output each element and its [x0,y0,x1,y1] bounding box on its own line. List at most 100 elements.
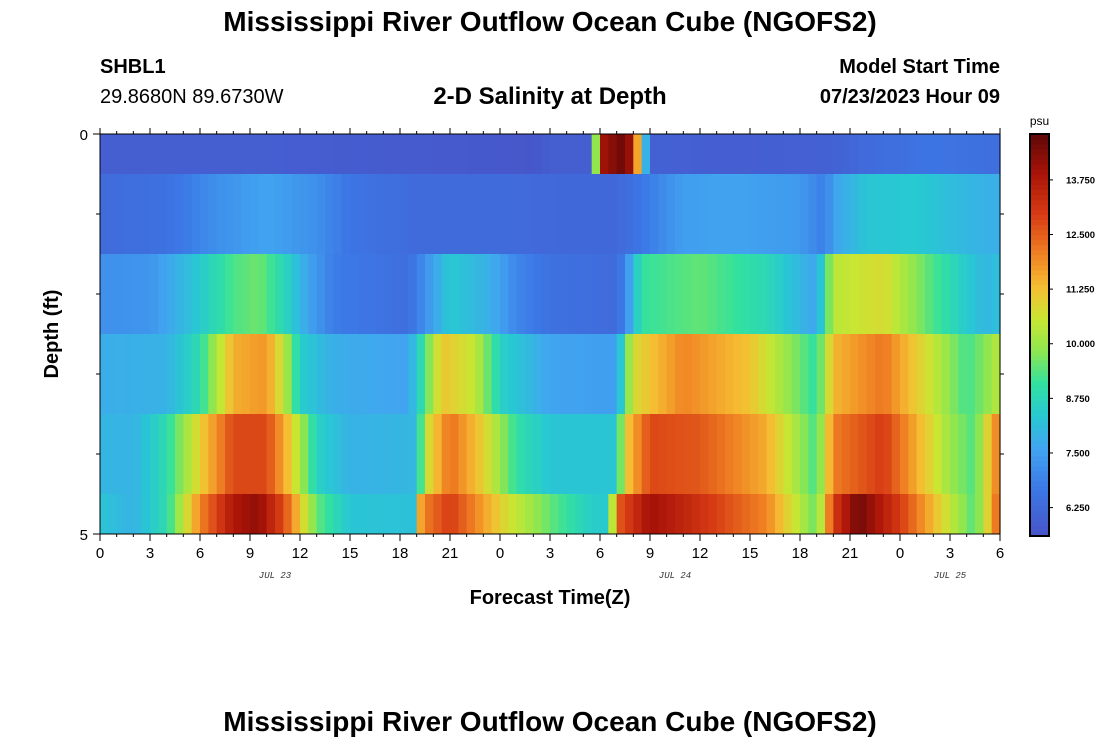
heatmap-cell [525,254,534,334]
colorbar-segment [1030,455,1049,462]
heatmap-cell [150,134,159,174]
heatmap-cell [350,414,359,494]
heatmap-cell [100,334,109,414]
colorbar-segment [1030,400,1049,406]
heatmap-cell [241,334,251,414]
heatmap-cell [683,254,693,334]
heatmap-cell [866,134,876,174]
heatmap-cell [800,494,809,534]
heatmap-cell [225,254,234,334]
heatmap-cell [433,334,443,414]
heatmap-cell [141,254,151,334]
heatmap-cell [225,174,234,254]
heatmap-cell [833,334,843,414]
colorbar-segment [1030,480,1049,487]
heatmap-cell [483,414,493,494]
heatmap-cell [950,494,959,534]
heatmap-cell [541,134,551,174]
colorbar-tick-label: 13.750 [1066,175,1095,186]
heatmap-cell [708,334,718,414]
heatmap-cell [433,494,443,534]
colorbar-segment [1030,430,1049,437]
heatmap-cell [866,174,876,254]
heatmap-cell [141,494,151,534]
heatmap-cell [308,174,318,254]
heatmap-cell [983,414,993,494]
heatmap-cell [525,134,534,174]
heatmap-cell [433,254,443,334]
colorbar-segment [1030,144,1049,150]
heatmap-cell [325,174,334,254]
colorbar-segment [1030,169,1049,175]
heatmap-cell [666,254,676,334]
heatmap-cell [683,174,693,254]
heatmap-cell [100,174,109,254]
heatmap-cell [291,494,301,534]
x-tick-label: 21 [442,545,459,562]
heatmap-cell [558,414,568,494]
heatmap-cell [491,414,501,494]
heatmap-cell [158,494,168,534]
heatmap-cell [225,494,234,534]
heatmap-cell [950,174,959,254]
heatmap-cell [958,254,968,334]
heatmap-cell [650,334,659,414]
heatmap-cell [333,134,343,174]
heatmap-cell [591,174,601,254]
heatmap-cell [400,334,409,414]
heatmap-cell [833,494,843,534]
heatmap-cell [416,494,426,534]
x-tick-label: 21 [842,545,859,562]
heatmap-cell [475,134,484,174]
heatmap-cell [575,134,584,174]
colorbar-segment [1030,304,1049,311]
colorbar-segment [1030,204,1049,210]
heatmap-cell [158,414,168,494]
x-axis-title: Forecast Time(Z) [470,587,631,609]
heatmap-cell [625,174,634,254]
heatmap-cell [333,494,343,534]
heatmap-cell [525,334,534,414]
heatmap-cell [358,254,368,334]
heatmap-cell [933,334,943,414]
heatmap-cell [566,414,576,494]
heatmap-cell [600,494,609,534]
heatmap-cell [141,174,151,254]
heatmap-cell [825,414,834,494]
heatmap-cell [225,334,234,414]
x-tick-label: 6 [196,545,204,562]
heatmap-cell [391,494,401,534]
heatmap-cell [383,334,393,414]
heatmap-cell [200,334,209,414]
heatmap-cell [341,134,351,174]
heatmap-cell [825,134,834,174]
heatmap-cell [316,494,326,534]
heatmap-cell [841,414,851,494]
heatmap-cell [925,414,934,494]
heatmap-cell [266,414,276,494]
heatmap-cell [500,414,509,494]
heatmap-cell [266,174,276,254]
heatmap-cell [408,134,418,174]
colorbar-tick-label: 10.000 [1066,339,1095,350]
heatmap-cell [458,134,468,174]
heatmap-cell [766,254,776,334]
heatmap-cell [891,334,901,414]
heatmap-cell [883,174,893,254]
heatmap-cell [466,334,476,414]
heatmap-cell [641,414,651,494]
x-tick-label: 9 [246,545,254,562]
x-tick-label: 18 [792,545,809,562]
heatmap-cell [758,174,768,254]
heatmap-cell [783,334,793,414]
heatmap-cell [308,414,318,494]
heatmap-cell [558,174,568,254]
heatmap-cell [658,494,668,534]
heatmap-cell [466,494,476,534]
heatmap-cell [125,254,134,334]
heatmap-cell [691,494,701,534]
colorbar-segment [1030,340,1049,346]
heatmap-cell [500,334,509,414]
heatmap-cell [875,494,884,534]
colorbar-segment [1030,460,1049,467]
